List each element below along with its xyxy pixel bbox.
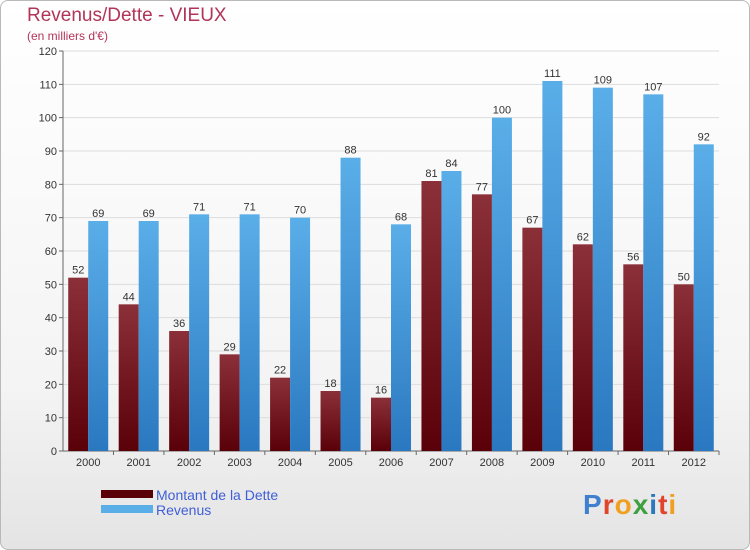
x-tick-label: 2004 [278, 457, 302, 469]
data-label: 71 [243, 201, 255, 213]
data-label: 44 [123, 291, 135, 303]
bar-revenus [88, 221, 109, 451]
y-tick-label: 20 [45, 379, 57, 391]
chart-title: Revenus/Dette - VIEUX [27, 5, 227, 26]
data-label: 84 [445, 158, 457, 170]
legend-label-dette: Montant de la Dette [156, 487, 279, 503]
y-tick-label: 120 [39, 46, 57, 58]
x-tick-label: 2011 [631, 457, 655, 469]
bar-dette [320, 391, 341, 451]
data-label: 50 [678, 271, 690, 283]
bar-dette [118, 304, 139, 451]
bar-revenus [239, 214, 260, 451]
y-tick-label: 10 [45, 413, 57, 425]
data-label: 69 [143, 208, 155, 220]
x-tick-label: 2003 [227, 457, 251, 469]
x-tick-label: 2009 [530, 457, 554, 469]
logo-letter: i [649, 489, 659, 520]
bar-revenus [542, 81, 563, 451]
data-label: 77 [476, 181, 488, 193]
data-label: 29 [223, 341, 235, 353]
data-label: 36 [173, 318, 185, 330]
y-tick-label: 30 [45, 346, 57, 358]
data-label: 69 [92, 208, 104, 220]
logo-letter: o [614, 489, 633, 520]
data-label: 70 [294, 205, 306, 217]
x-tick-label: 2000 [76, 457, 100, 469]
data-label: 92 [698, 131, 710, 143]
data-label: 67 [526, 215, 538, 227]
bar-dette [270, 377, 291, 451]
bar-revenus [340, 157, 361, 451]
x-tick-label: 2006 [379, 457, 403, 469]
bar-revenus [693, 144, 714, 452]
y-tick-label: 40 [45, 313, 57, 325]
x-tick-label: 2005 [328, 457, 352, 469]
data-label: 52 [72, 265, 84, 277]
x-tick-label: 2010 [581, 457, 605, 469]
logo-letter: i [668, 489, 678, 520]
legend-label-revenus: Revenus [156, 502, 212, 518]
y-tick-label: 60 [45, 246, 57, 258]
y-tick-label: 110 [39, 79, 57, 91]
data-label: 22 [274, 365, 286, 377]
x-tick-label: 2012 [682, 457, 706, 469]
proxiti-logo: Proxiti [583, 489, 677, 521]
data-label: 111 [544, 68, 561, 80]
bar-dette [572, 244, 593, 451]
logo-letter: x [632, 489, 650, 520]
bar-revenus [643, 94, 664, 451]
bar-dette [219, 354, 240, 451]
bar-revenus [491, 117, 512, 452]
bar-revenus [189, 214, 210, 451]
bar-dette [673, 284, 694, 451]
bar-dette [471, 194, 492, 452]
legend-swatch-dette [101, 490, 153, 498]
y-tick-label: 0 [51, 446, 57, 458]
x-tick-label: 2007 [429, 457, 453, 469]
data-label: 18 [324, 378, 336, 390]
bar-revenus [138, 221, 159, 451]
legend-swatch-revenus [101, 505, 153, 513]
data-label: 56 [627, 251, 639, 263]
logo-letter: P [583, 489, 603, 520]
bar-dette [169, 331, 190, 451]
y-tick-label: 80 [45, 179, 57, 191]
data-label: 109 [594, 75, 612, 87]
x-tick-label: 2002 [177, 457, 201, 469]
data-label: 81 [425, 168, 437, 180]
logo-letter: t [658, 489, 669, 520]
data-label: 62 [577, 231, 589, 243]
bar-revenus [290, 217, 311, 451]
bar-dette [421, 181, 442, 451]
data-label: 100 [493, 105, 511, 117]
data-label: 16 [375, 385, 387, 397]
data-label: 68 [395, 211, 407, 223]
data-label: 107 [644, 81, 662, 93]
y-tick-label: 90 [45, 146, 57, 158]
bar-revenus [391, 224, 411, 451]
bar-dette [68, 277, 89, 451]
bar-dette [522, 227, 543, 451]
bar-revenus [592, 87, 613, 452]
bar-dette [623, 264, 644, 451]
bar-dette [371, 397, 391, 451]
y-tick-label: 100 [39, 113, 57, 125]
data-label: 71 [193, 201, 205, 213]
y-tick-label: 70 [45, 213, 57, 225]
bar-revenus [441, 171, 462, 451]
chart-subtitle: (en milliers d'€) [27, 29, 108, 43]
x-tick-label: 2008 [480, 457, 504, 469]
data-label: 88 [344, 145, 356, 157]
x-tick-label: 2001 [126, 457, 150, 469]
y-tick-label: 50 [45, 279, 57, 291]
logo-letter: r [602, 489, 615, 520]
